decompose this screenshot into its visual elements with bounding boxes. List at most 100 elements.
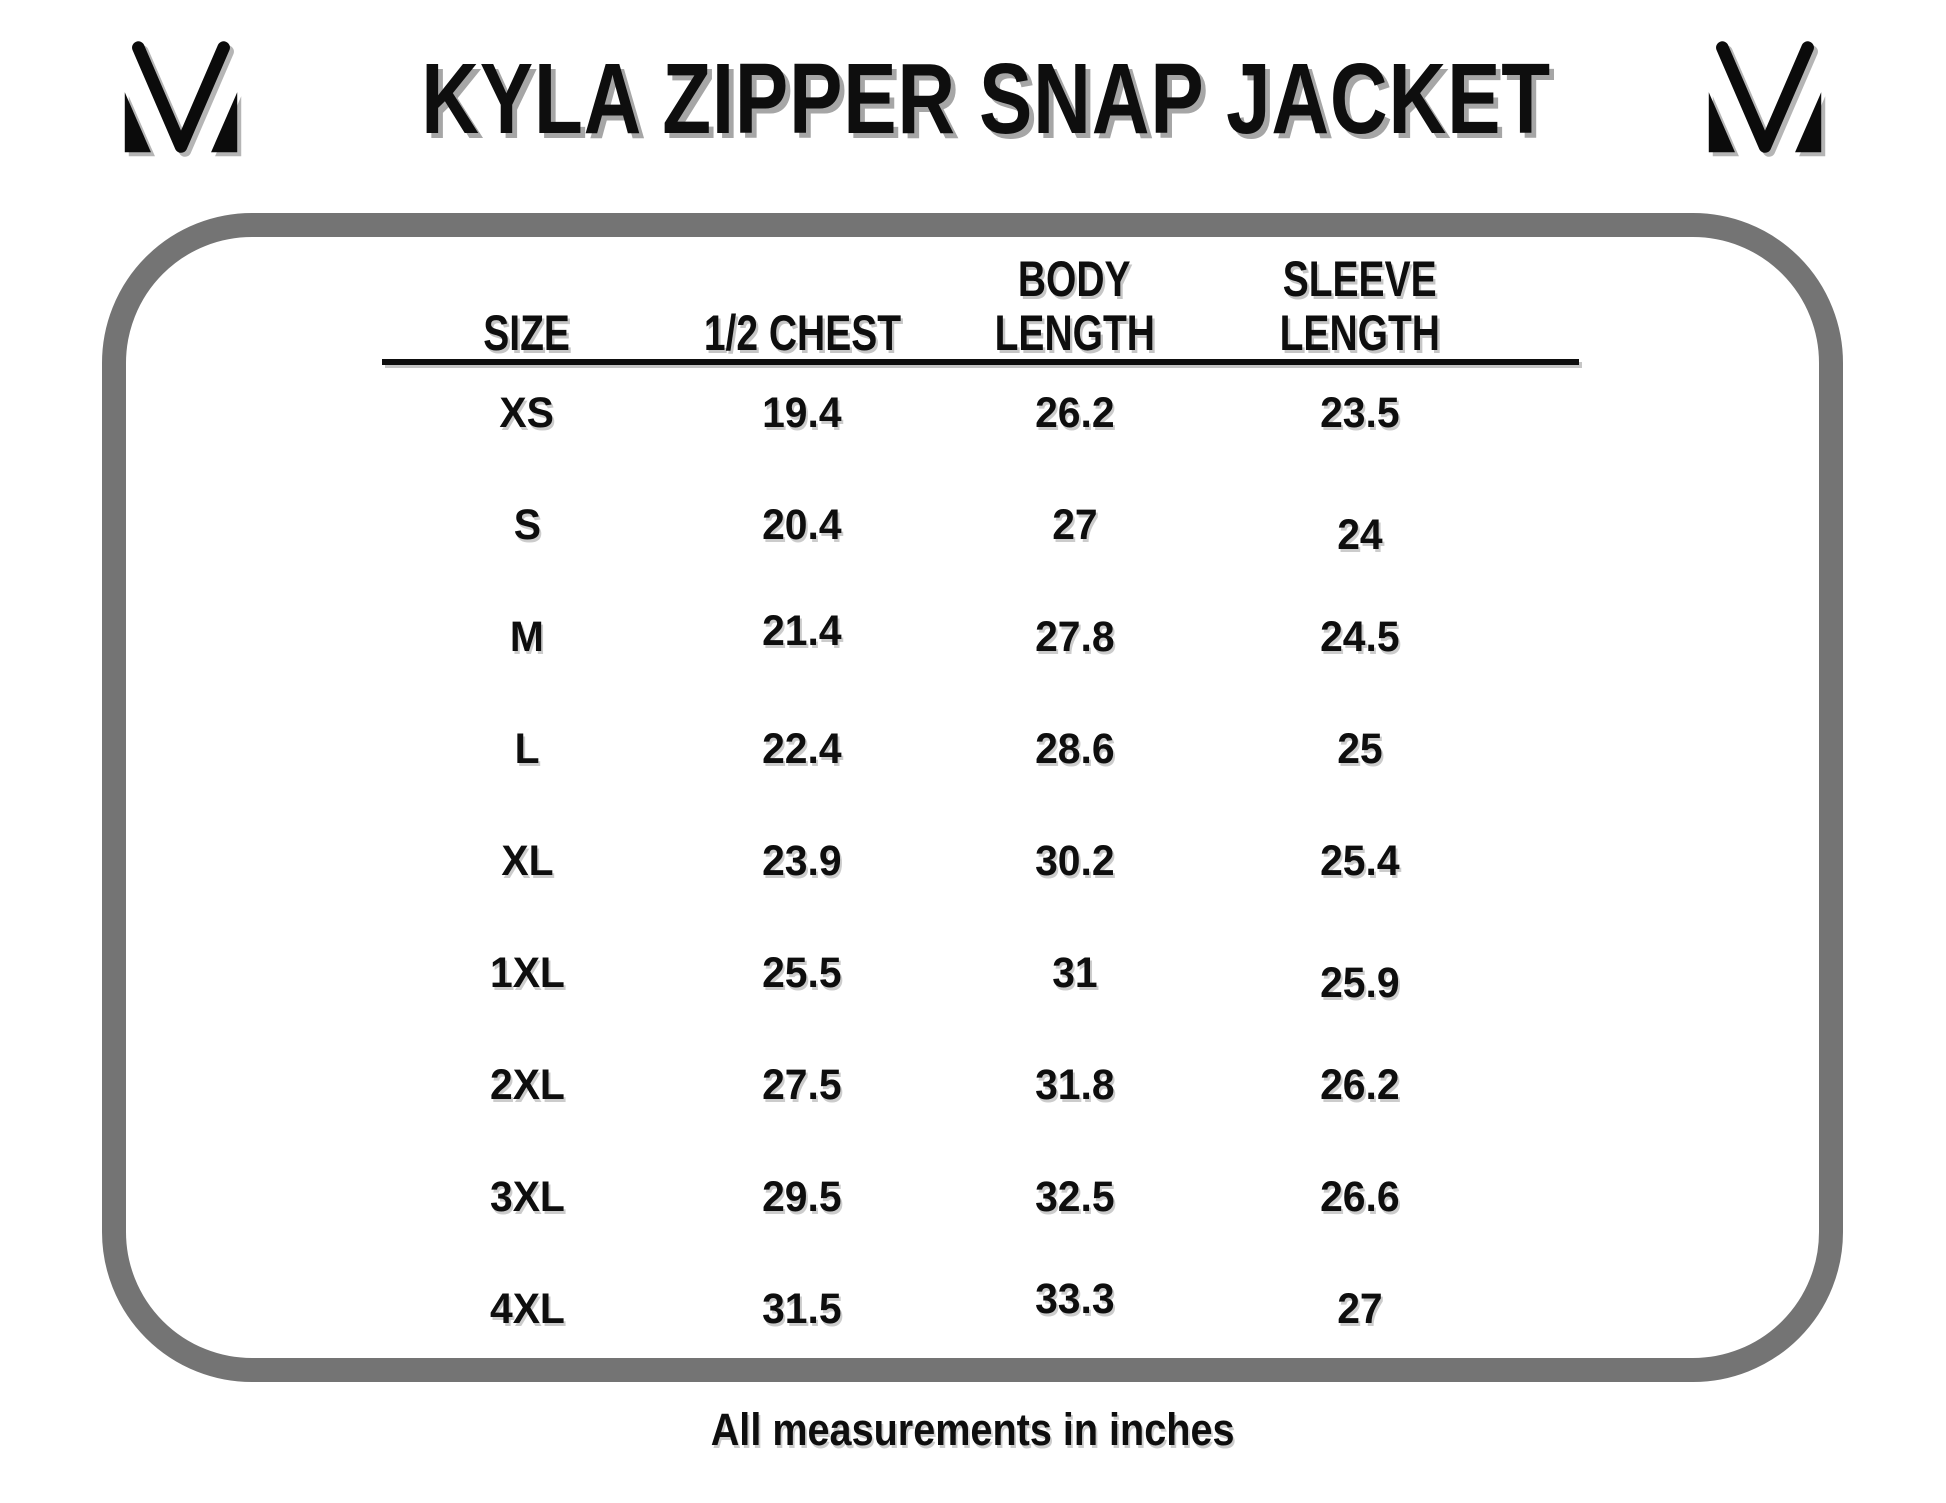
measurement-cell: 31.5: [672, 1253, 932, 1365]
header-label: BODY: [1018, 251, 1131, 307]
header-cell-size: SIZE: [382, 252, 672, 360]
header-label: LENGTH: [1279, 305, 1440, 361]
measurement-cell: 28.6: [932, 693, 1217, 805]
header-label: SLEEVE: [1282, 251, 1437, 307]
cell-value: XS: [499, 388, 555, 437]
cell-value: 1XL: [489, 948, 565, 997]
cell-value: 4XL: [489, 1284, 565, 1333]
cell-value: 25: [1336, 724, 1383, 773]
cell-value: 21.4: [762, 606, 842, 655]
measurement-cell: 26.2: [1217, 1029, 1502, 1141]
size-cell: XL: [382, 805, 672, 917]
header-row: SIZE 1/2 CHEST BODY LENGTH SLEEVE LENGTH: [382, 252, 1579, 360]
measurement-cell: 25: [1217, 693, 1502, 805]
measurement-cell: 19.4: [672, 357, 932, 469]
measurement-cell: 29.5: [672, 1141, 932, 1253]
cell-value: S: [513, 500, 541, 549]
size-cell: 3XL: [382, 1141, 672, 1253]
cell-value: M: [509, 612, 545, 661]
cell-value: L: [514, 724, 540, 773]
measurement-cell: 26.2: [932, 357, 1217, 469]
cell-value: 20.4: [762, 500, 842, 549]
measurement-cell: 25.9: [1217, 917, 1502, 1029]
cell-value: 2XL: [489, 1060, 565, 1109]
cell-value: XL: [500, 836, 554, 885]
table-row: 2XL 27.5 31.8 26.2: [382, 1029, 1579, 1141]
cell-value: 25.9: [1319, 958, 1400, 1007]
table-row: 4XL 31.5 33.3 27: [382, 1253, 1579, 1365]
measurement-cell: 22.4: [672, 693, 932, 805]
measurement-cell: 27: [932, 469, 1217, 581]
table-row: 3XL 29.5 32.5 26.6: [382, 1141, 1579, 1253]
cell-value: 27: [1336, 1284, 1383, 1333]
size-cell: 2XL: [382, 1029, 672, 1141]
cell-value: 27: [1051, 500, 1098, 549]
size-cell: XS: [382, 357, 672, 469]
measurement-cell: 23.9: [672, 805, 932, 917]
size-cell: M: [382, 581, 672, 693]
footnote-text: All measurements in inches: [711, 1404, 1235, 1455]
cell-value: 31: [1051, 948, 1098, 997]
measurement-cell: 30.2: [932, 805, 1217, 917]
header-cell-body-length: BODY LENGTH: [932, 252, 1217, 360]
header-label: LENGTH: [994, 305, 1155, 361]
measurement-cell: 23.5: [1217, 357, 1502, 469]
header-cell-sleeve-length: SLEEVE LENGTH: [1217, 252, 1502, 360]
cell-value: 31.8: [1034, 1060, 1115, 1109]
size-table: SIZE 1/2 CHEST BODY LENGTH SLEEVE LENGTH XS 19…: [382, 252, 1579, 1333]
measurement-cell: 20.4: [672, 469, 932, 581]
cell-value: 29.5: [762, 1172, 842, 1221]
table-row: S 20.4 27 24: [382, 469, 1579, 581]
footnote: All measurements in inches: [0, 1405, 1946, 1455]
cell-value: 26.6: [1319, 1172, 1400, 1221]
table-row: L 22.4 28.6 25: [382, 693, 1579, 805]
measurement-cell: 26.6: [1217, 1141, 1502, 1253]
cell-value: 30.2: [1034, 836, 1115, 885]
cell-value: 25.4: [1319, 836, 1400, 885]
cell-value: 25.5: [762, 948, 842, 997]
size-cell: S: [382, 469, 672, 581]
cell-value: 24.5: [1319, 612, 1400, 661]
measurement-cell: 24.5: [1217, 581, 1502, 693]
masthead: KYLA ZIPPER SNAP JACKET: [0, 28, 1946, 170]
measurement-cell: 27.5: [672, 1029, 932, 1141]
header-label: SIZE: [483, 305, 571, 361]
cell-value: 31.5: [762, 1284, 842, 1333]
measurement-cell: 33.3: [932, 1253, 1217, 1365]
header-divider: [382, 359, 1579, 365]
cell-value: 26.2: [1034, 388, 1115, 437]
table-row: 1XL 25.5 31 25.9: [382, 917, 1579, 1029]
cell-value: 26.2: [1319, 1060, 1400, 1109]
page-title: KYLA ZIPPER SNAP JACKET: [280, 49, 1692, 149]
mv-monogram-icon: [124, 41, 238, 153]
cell-value: 24: [1336, 510, 1383, 559]
measurement-cell: 31.8: [932, 1029, 1217, 1141]
size-cell: 4XL: [382, 1253, 672, 1365]
cell-value: 19.4: [762, 388, 842, 437]
table-row: XL 23.9 30.2 25.4: [382, 805, 1579, 917]
page-title-text: KYLA ZIPPER SNAP JACKET: [421, 43, 1551, 155]
cell-value: 23.9: [762, 836, 842, 885]
measurement-cell: 27.8: [932, 581, 1217, 693]
cell-value: 32.5: [1034, 1172, 1115, 1221]
table-rows: XS 19.4 26.2 23.5 S 20.4 27 24 M 21.4 27.8 24.5 L 22.…: [382, 357, 1579, 1365]
cell-value: 28.6: [1034, 724, 1115, 773]
cell-value: 27.8: [1034, 612, 1115, 661]
header-cell-1-2-chest: 1/2 CHEST: [672, 252, 932, 360]
cell-value: 22.4: [762, 724, 842, 773]
table-row: M 21.4 27.8 24.5: [382, 581, 1579, 693]
table-row: XS 19.4 26.2 23.5: [382, 357, 1579, 469]
cell-value: 27.5: [762, 1060, 842, 1109]
size-chart-panel: [102, 213, 1843, 1382]
measurement-cell: 27: [1217, 1253, 1502, 1365]
header-label: 1/2 CHEST: [703, 305, 901, 361]
measurement-cell: 21.4: [672, 581, 932, 693]
cell-value: 23.5: [1319, 388, 1400, 437]
measurement-cell: 25.4: [1217, 805, 1502, 917]
cell-value: 3XL: [489, 1172, 565, 1221]
size-cell: 1XL: [382, 917, 672, 1029]
measurement-cell: 25.5: [672, 917, 932, 1029]
size-cell: L: [382, 693, 672, 805]
cell-value: 33.3: [1034, 1274, 1115, 1323]
